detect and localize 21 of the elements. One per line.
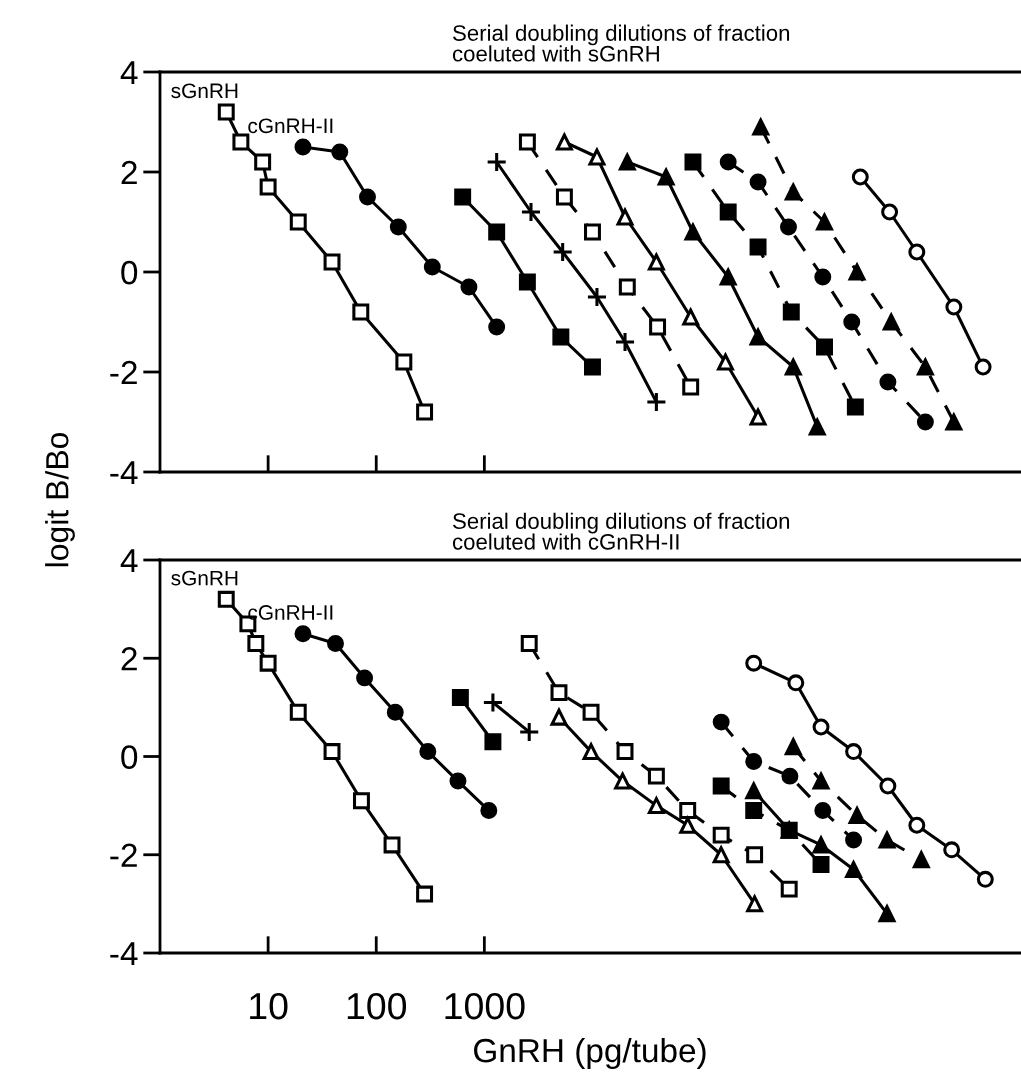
y-tick-label: -2 bbox=[110, 843, 137, 867]
y-tick-label: 0 bbox=[121, 745, 138, 769]
chart-title: Serial doubling dilutions of fraction coeluted with cGnRH-II bbox=[452, 512, 790, 550]
y-axis-title: logit B/Bo bbox=[45, 432, 75, 567]
series-label: cGnRH-II bbox=[248, 605, 333, 620]
y-tick-label: -4 bbox=[110, 461, 138, 485]
series-label: cGnRH-II bbox=[248, 118, 333, 134]
legend-label: sGnRH bbox=[171, 83, 238, 99]
y-tick-label: -2 bbox=[110, 360, 137, 385]
chart-title: Serial doubling dilutions of fraction coeluted with sGnRH bbox=[452, 24, 790, 62]
y-tick-label: 4 bbox=[120, 549, 138, 573]
x-tick-label: 100 bbox=[347, 992, 407, 1020]
legend-label: sGnRH bbox=[171, 570, 238, 586]
y-tick-label: 2 bbox=[121, 160, 137, 185]
y-tick-label: 2 bbox=[121, 647, 137, 671]
x-axis-title: GnRH (pg/tube) bbox=[474, 1037, 706, 1070]
y-tick-label: 0 bbox=[121, 260, 138, 285]
x-tick-label: 1000 bbox=[445, 992, 525, 1020]
y-tick-label: -4 bbox=[110, 942, 138, 966]
y-tick-label: 4 bbox=[120, 61, 138, 85]
x-tick-label: 10 bbox=[250, 992, 288, 1020]
